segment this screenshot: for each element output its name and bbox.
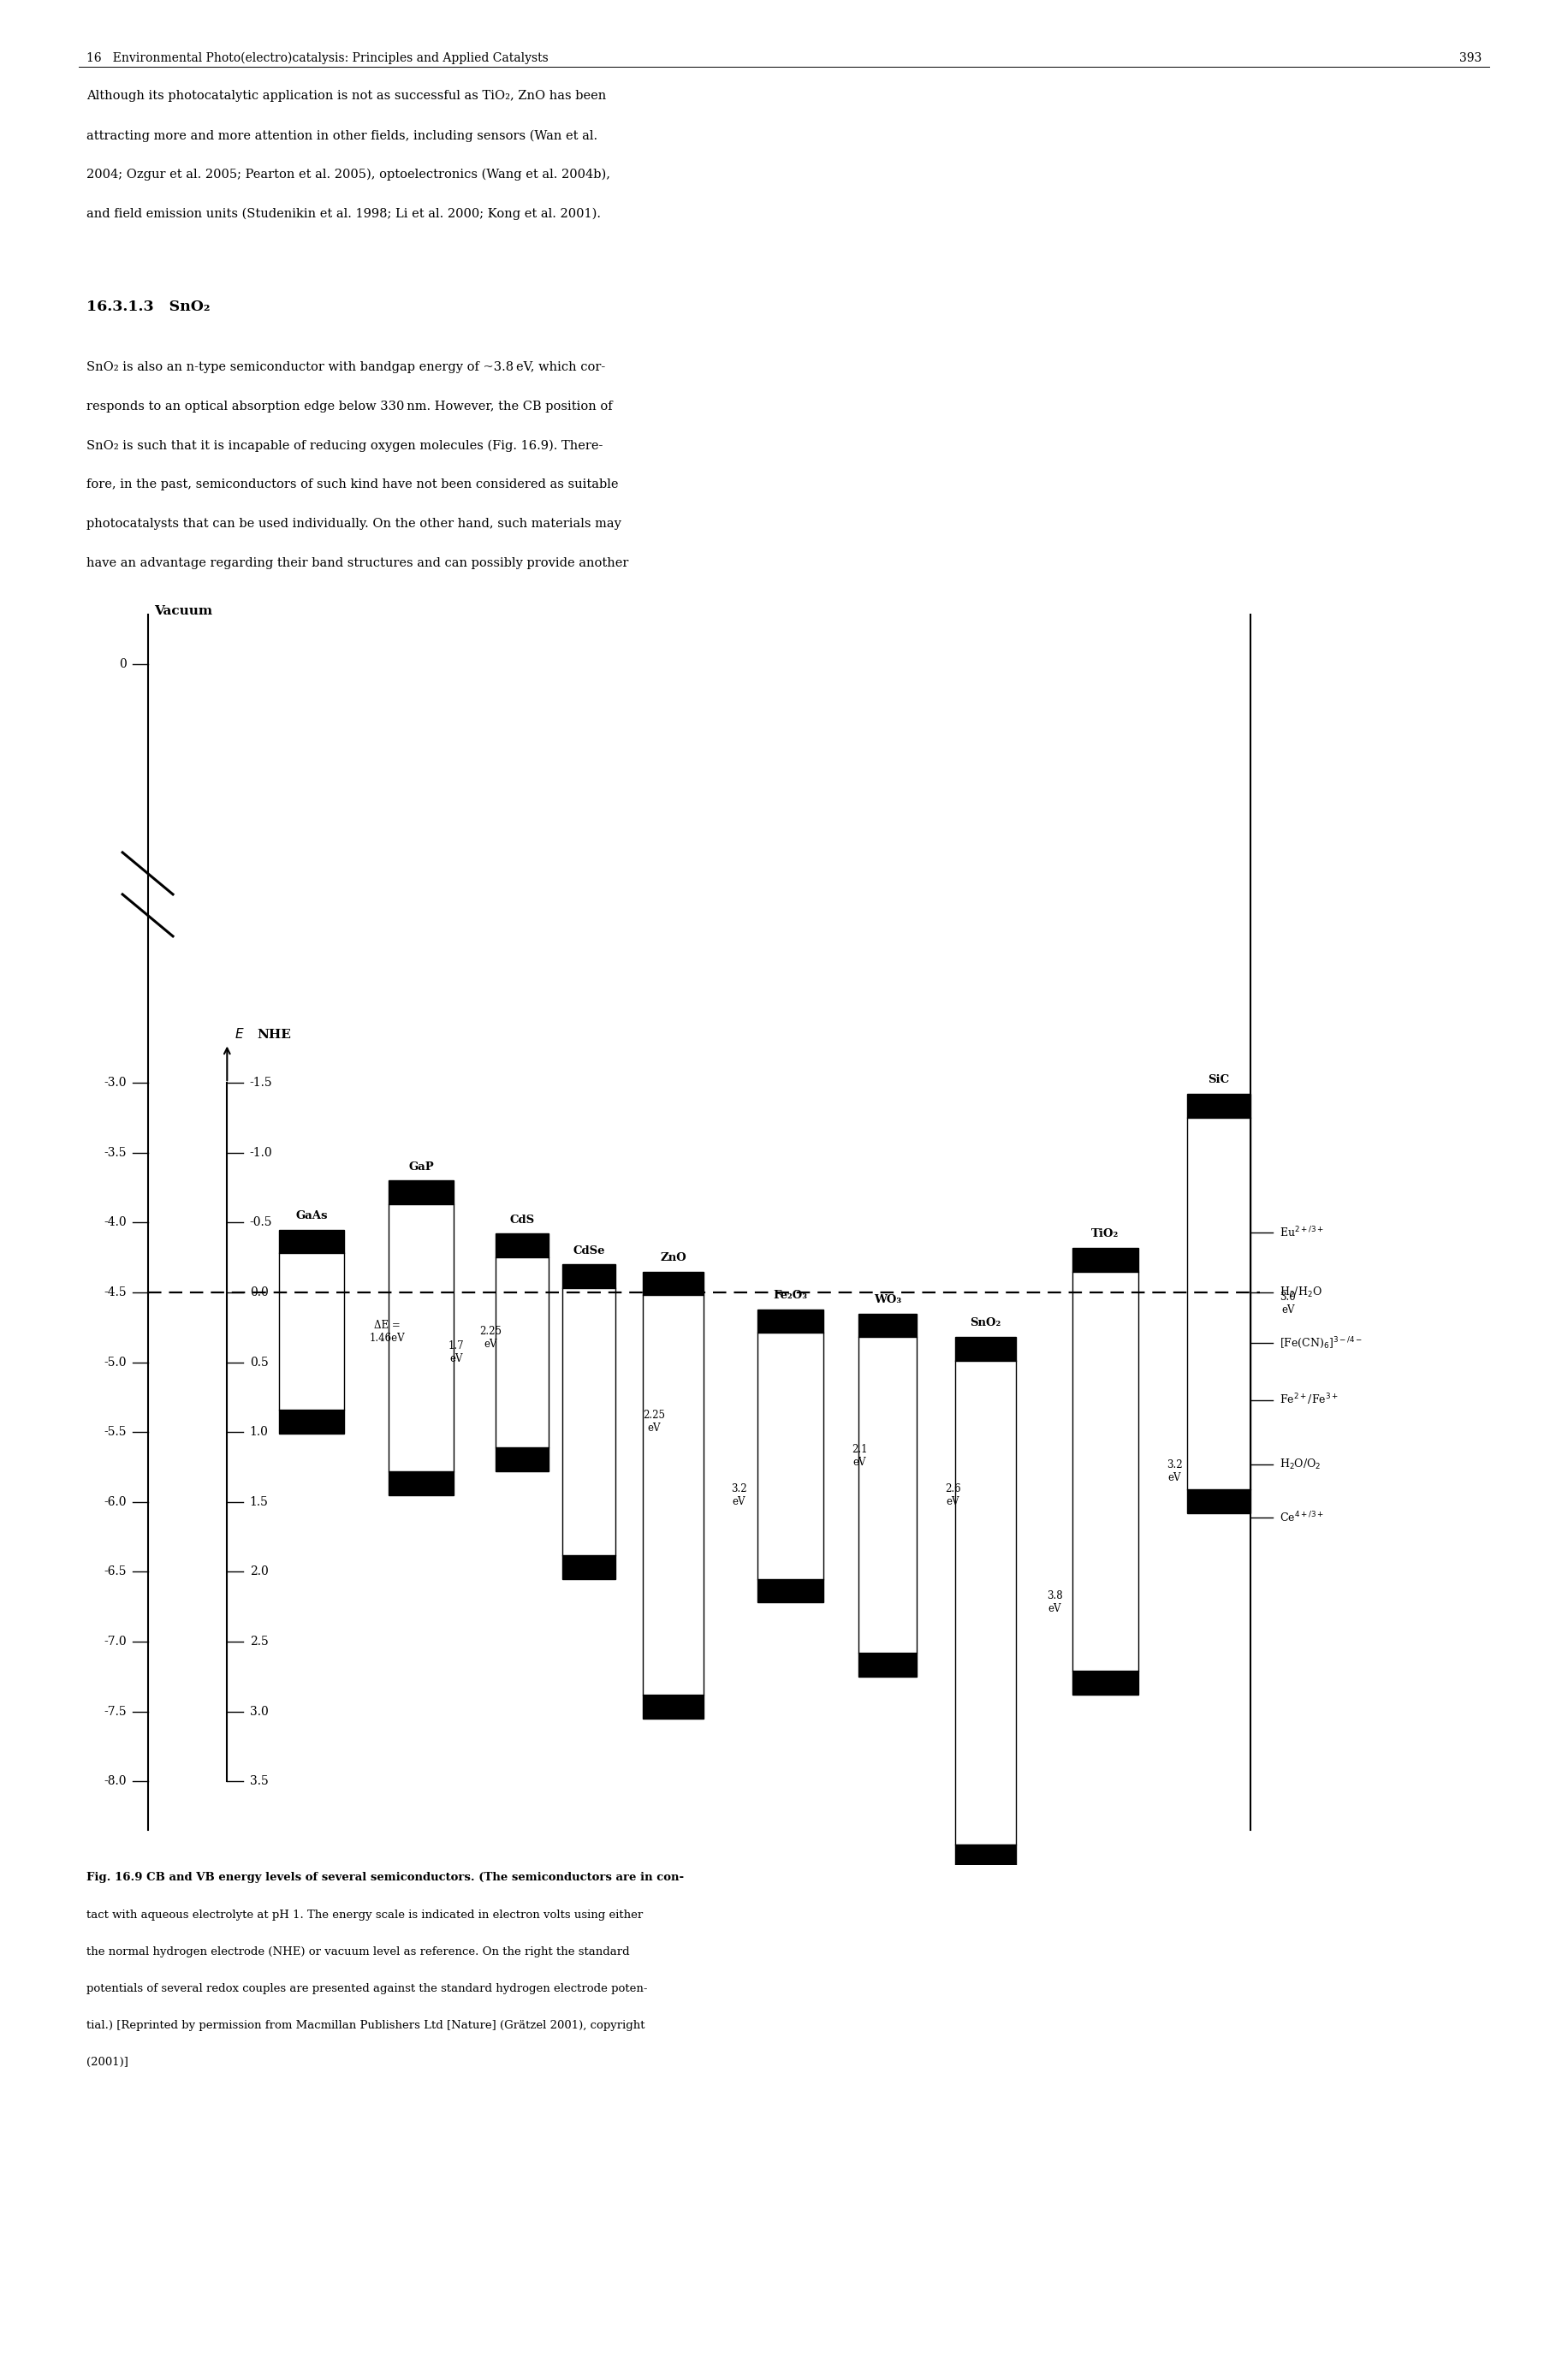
Text: -4.5: -4.5 [103, 1285, 127, 1297]
Text: H$_2$O/O$_2$: H$_2$O/O$_2$ [1279, 1456, 1320, 1471]
Text: potentials of several redox couples are presented against the standard hydrogen : potentials of several redox couples are … [86, 1982, 648, 1993]
Bar [643, 1271, 704, 1295]
Text: the normal hydrogen electrode (NHE) or vacuum level as reference. On the right t: the normal hydrogen electrode (NHE) or v… [86, 1946, 629, 1958]
Text: -4.0: -4.0 [103, 1217, 127, 1228]
Text: 3.0
eV: 3.0 eV [1279, 1293, 1297, 1316]
Text: -1.0: -1.0 [249, 1148, 273, 1159]
Text: $E$: $E$ [235, 1026, 245, 1041]
Text: 16   Environmental Photo(electro)catalysis: Principles and Applied Catalysts: 16 Environmental Photo(electro)catalysis… [86, 52, 549, 64]
Text: -5.0: -5.0 [103, 1357, 127, 1369]
Text: 0.0: 0.0 [249, 1285, 268, 1297]
Text: -3.0: -3.0 [103, 1076, 127, 1088]
Text: Fe₂O₃: Fe₂O₃ [773, 1290, 808, 1300]
Text: -1.5: -1.5 [249, 1076, 273, 1088]
Text: 1.5: 1.5 [249, 1497, 268, 1509]
Text: -8.0: -8.0 [103, 1775, 127, 1787]
Bar [279, 1409, 345, 1433]
Text: -3.5: -3.5 [103, 1148, 127, 1159]
Text: Vacuum: Vacuum [154, 606, 212, 618]
Text: TiO₂: TiO₂ [1091, 1228, 1120, 1240]
Bar [1187, 1093, 1250, 1117]
Text: -5.5: -5.5 [103, 1426, 127, 1437]
Text: -7.0: -7.0 [103, 1635, 127, 1647]
Text: have an advantage regarding their band structures and can possibly provide anoth: have an advantage regarding their band s… [86, 558, 629, 570]
Text: -6.0: -6.0 [103, 1497, 127, 1509]
Text: Eu$^{2+/3+}$: Eu$^{2+/3+}$ [1279, 1226, 1323, 1240]
Text: Fig. 16.9 CB and VB energy levels of several semiconductors. (The semiconductors: Fig. 16.9 CB and VB energy levels of sev… [86, 1872, 684, 1884]
Text: CdS: CdS [510, 1214, 535, 1226]
Bar [389, 1181, 453, 1205]
Text: 2.5: 2.5 [249, 1635, 268, 1647]
Text: SnO₂ is such that it is incapable of reducing oxygen molecules (Fig. 16.9). Ther: SnO₂ is such that it is incapable of red… [86, 440, 602, 451]
Text: 3.2
eV: 3.2 eV [731, 1483, 746, 1506]
Bar [643, 1694, 704, 1718]
Bar [563, 1264, 615, 1288]
Text: 3.8
eV: 3.8 eV [1047, 1590, 1063, 1616]
Bar [563, 1554, 615, 1578]
Bar [389, 1471, 453, 1495]
Text: 0.5: 0.5 [249, 1357, 268, 1369]
Bar [495, 1233, 549, 1257]
Text: CdSe: CdSe [572, 1245, 605, 1257]
Text: responds to an optical absorption edge below 330 nm. However, the CB position of: responds to an optical absorption edge b… [86, 402, 612, 413]
Bar [858, 1314, 916, 1338]
Text: WO₃: WO₃ [873, 1295, 902, 1304]
Text: ΔE =
1.46eV: ΔE = 1.46eV [370, 1319, 405, 1342]
Text: tact with aqueous electrolyte at pH 1. The energy scale is indicated in electron: tact with aqueous electrolyte at pH 1. T… [86, 1910, 643, 1920]
Bar [495, 1447, 549, 1471]
Text: Fe$^{2+}$/Fe$^{3+}$: Fe$^{2+}$/Fe$^{3+}$ [1279, 1392, 1338, 1407]
Text: GaP: GaP [408, 1162, 434, 1171]
Text: 2.6
eV: 2.6 eV [946, 1483, 961, 1506]
Text: 2004; Ozgur et al. 2005; Pearton et al. 2005), optoelectronics (Wang et al. 2004: 2004; Ozgur et al. 2005; Pearton et al. … [86, 169, 610, 181]
Text: [Fe(CN)$_6$]$^{3-/4-}$: [Fe(CN)$_6$]$^{3-/4-}$ [1279, 1335, 1363, 1350]
Text: 16.3.1.3   SnO₂: 16.3.1.3 SnO₂ [86, 299, 210, 314]
Text: -7.5: -7.5 [103, 1706, 127, 1718]
Text: -6.5: -6.5 [103, 1566, 127, 1578]
Text: SiC: SiC [1207, 1074, 1229, 1086]
Bar [757, 1578, 823, 1601]
Bar [757, 1309, 823, 1333]
Text: H$_2$/H$_2$O: H$_2$/H$_2$O [1279, 1285, 1322, 1300]
Text: 1.0: 1.0 [249, 1426, 268, 1437]
Text: 2.25
eV: 2.25 eV [480, 1326, 502, 1350]
Bar [1187, 1490, 1250, 1514]
Text: 3.0: 3.0 [249, 1706, 268, 1718]
Text: and field emission units (Studenikin et al. 1998; Li et al. 2000; Kong et al. 20: and field emission units (Studenikin et … [86, 209, 601, 221]
Text: NHE: NHE [257, 1029, 292, 1041]
Text: SnO₂: SnO₂ [971, 1319, 1000, 1328]
Bar [279, 1231, 345, 1252]
Text: fore, in the past, semiconductors of such kind have not been considered as suita: fore, in the past, semiconductors of suc… [86, 480, 618, 492]
Text: Ce$^{4+/3+}$: Ce$^{4+/3+}$ [1279, 1511, 1323, 1525]
Text: 2.1
eV: 2.1 eV [851, 1445, 867, 1468]
Text: 2.25
eV: 2.25 eV [643, 1409, 665, 1433]
Text: 2.0: 2.0 [249, 1566, 268, 1578]
Text: tial.) [Reprinted by permission from Macmillan Publishers Ltd [Nature] (Grätzel : tial.) [Reprinted by permission from Mac… [86, 2020, 644, 2031]
Text: attracting more and more attention in other fields, including sensors (Wan et al: attracting more and more attention in ot… [86, 128, 597, 143]
Text: 393: 393 [1460, 52, 1482, 64]
Bar [858, 1654, 916, 1677]
Text: 0: 0 [119, 658, 127, 670]
Text: (2001)]: (2001)] [86, 2055, 129, 2067]
Text: ZnO: ZnO [660, 1252, 687, 1264]
Bar [1073, 1247, 1138, 1271]
Bar [955, 1338, 1016, 1361]
Text: Although its photocatalytic application is not as successful as TiO₂, ZnO has be: Although its photocatalytic application … [86, 90, 605, 102]
Text: 3.2
eV: 3.2 eV [1167, 1459, 1182, 1483]
Text: -0.5: -0.5 [249, 1217, 273, 1228]
Bar [1073, 1670, 1138, 1694]
Bar [955, 1844, 1016, 1868]
Text: GaAs: GaAs [295, 1209, 328, 1221]
Text: photocatalysts that can be used individually. On the other hand, such materials : photocatalysts that can be used individu… [86, 518, 621, 530]
Text: 1.7
eV: 1.7 eV [448, 1340, 464, 1364]
Text: SnO₂ is also an n-type semiconductor with bandgap energy of ~3.8 eV, which cor-: SnO₂ is also an n-type semiconductor wit… [86, 361, 605, 373]
Text: 3.5: 3.5 [249, 1775, 268, 1787]
